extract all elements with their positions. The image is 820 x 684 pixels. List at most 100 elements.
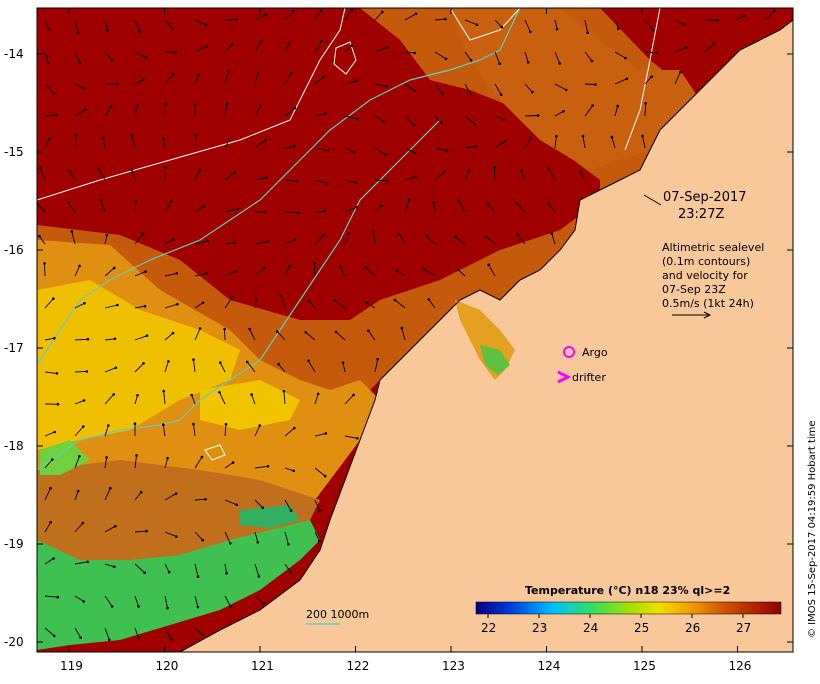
velocity-arrow-head <box>145 57 148 60</box>
velocity-arrow-head <box>264 139 267 142</box>
velocity-arrow-head <box>135 454 138 457</box>
velocity-arrow-head <box>501 26 504 29</box>
velocity-arrow-head <box>307 360 310 363</box>
velocity-arrow-head <box>260 40 263 43</box>
velocity-arrow-head <box>529 137 532 140</box>
velocity-arrow-head <box>223 328 226 331</box>
velocity-arrow-head <box>356 118 359 121</box>
velocity-arrow-head <box>579 171 582 174</box>
velocity-arrow-head <box>109 487 112 490</box>
velocity-arrow-head <box>78 265 81 268</box>
velocity-arrow-head <box>71 230 74 233</box>
velocity-arrow <box>314 263 315 276</box>
velocity-arrow-head <box>232 461 235 464</box>
velocity-arrow-head <box>57 596 60 599</box>
velocity-arrow-head <box>257 541 260 544</box>
velocity-arrow-head <box>170 638 173 641</box>
velocity-arrow-head <box>195 134 198 137</box>
velocity-arrow-head <box>105 456 108 459</box>
velocity-arrow-head <box>356 206 359 209</box>
velocity-arrow-head <box>413 52 416 55</box>
velocity-arrow-head <box>323 234 326 237</box>
velocity-arrow-head <box>174 51 177 54</box>
velocity-arrow-head <box>79 636 82 639</box>
info-line-3: and velocity for <box>662 269 748 282</box>
velocity-arrow-head <box>395 269 398 272</box>
velocity-arrow-head <box>717 19 720 22</box>
velocity-arrow-head <box>197 606 200 609</box>
velocity-arrow-head <box>515 202 518 205</box>
lon-tick-label: 119 <box>60 659 83 673</box>
velocity-arrow-head <box>144 305 147 308</box>
velocity-arrow-head <box>250 393 253 396</box>
time-label: 23:27Z <box>678 207 724 222</box>
velocity-arrow-head <box>641 135 644 138</box>
velocity-arrow-head <box>318 509 321 512</box>
velocity-arrow-head <box>199 327 202 330</box>
velocity-arrow-head <box>652 29 655 32</box>
velocity-arrow-head <box>504 140 507 143</box>
date-label: 07-Sep-2017 <box>663 190 747 205</box>
velocity-arrow-head <box>255 298 258 301</box>
colorbar-tick-label: 24 <box>583 621 598 635</box>
velocity-arrow-head <box>288 42 291 45</box>
velocity-arrow-head <box>292 470 295 473</box>
velocity-arrow-head <box>386 46 389 49</box>
velocity-arrow-head <box>86 561 89 564</box>
velocity-arrow-head <box>624 57 627 60</box>
lat-tick-label: -20 <box>4 635 24 649</box>
velocity-arrow-head <box>67 201 70 204</box>
velocity-arrow-head <box>385 153 388 156</box>
velocity-arrow-head <box>57 403 60 406</box>
velocity-arrow-head <box>335 331 338 334</box>
velocity-arrow-head <box>352 394 355 397</box>
velocity-arrow-head <box>296 180 299 183</box>
lon-tick-label: 120 <box>156 659 179 673</box>
velocity-arrow-head <box>433 201 436 204</box>
lon-tick-label: 122 <box>347 659 370 673</box>
velocity-arrow-head <box>313 262 316 265</box>
lat-tick-label: -19 <box>4 537 24 551</box>
velocity-arrow-head <box>263 603 266 606</box>
velocity-arrow-head <box>326 149 329 152</box>
lat-tick-label: -14 <box>4 47 24 61</box>
velocity-arrow-head <box>586 31 589 34</box>
velocity-arrow-head <box>82 522 85 525</box>
velocity-arrow-head <box>206 240 209 243</box>
velocity-arrow-head <box>350 44 353 47</box>
velocity-arrow-head <box>531 91 534 94</box>
velocity-arrow-head <box>527 61 530 64</box>
velocity-arrow <box>225 329 226 340</box>
velocity-arrow-head <box>176 303 179 306</box>
velocity-arrow-head <box>143 571 146 574</box>
velocity-arrow-head <box>172 73 175 76</box>
velocity-arrow-head <box>266 240 269 243</box>
velocity-arrow-head <box>219 361 222 364</box>
velocity-arrow-head <box>382 120 385 123</box>
velocity-arrow-head <box>565 89 568 92</box>
velocity-arrow-head <box>520 169 523 172</box>
velocity-arrow-head <box>356 80 359 83</box>
velocity-arrow-head <box>53 92 56 95</box>
velocity-arrow <box>285 212 298 213</box>
velocity-arrow-head <box>562 110 565 113</box>
argo-label: Argo <box>582 346 608 359</box>
velocity-arrow-head <box>264 13 267 16</box>
velocity-arrow-head <box>318 540 321 543</box>
velocity-arrow-head <box>197 575 200 578</box>
velocity-arrow-head <box>82 87 85 90</box>
velocity-arrow-head <box>225 423 228 426</box>
velocity-arrow-head <box>76 31 79 34</box>
velocity-arrow-head <box>142 233 145 236</box>
velocity-arrow <box>165 168 166 181</box>
velocity-arrow-head <box>259 424 262 427</box>
velocity-arrow-head <box>192 423 195 426</box>
velocity-arrow-head <box>205 45 208 48</box>
velocity-arrow-head <box>591 60 594 63</box>
velocity-arrow-head <box>350 8 353 11</box>
velocity-arrow-head <box>192 358 195 361</box>
velocity-arrow-head <box>117 83 120 86</box>
velocity-arrow-head <box>380 204 383 207</box>
velocity-arrow-head <box>398 233 401 236</box>
